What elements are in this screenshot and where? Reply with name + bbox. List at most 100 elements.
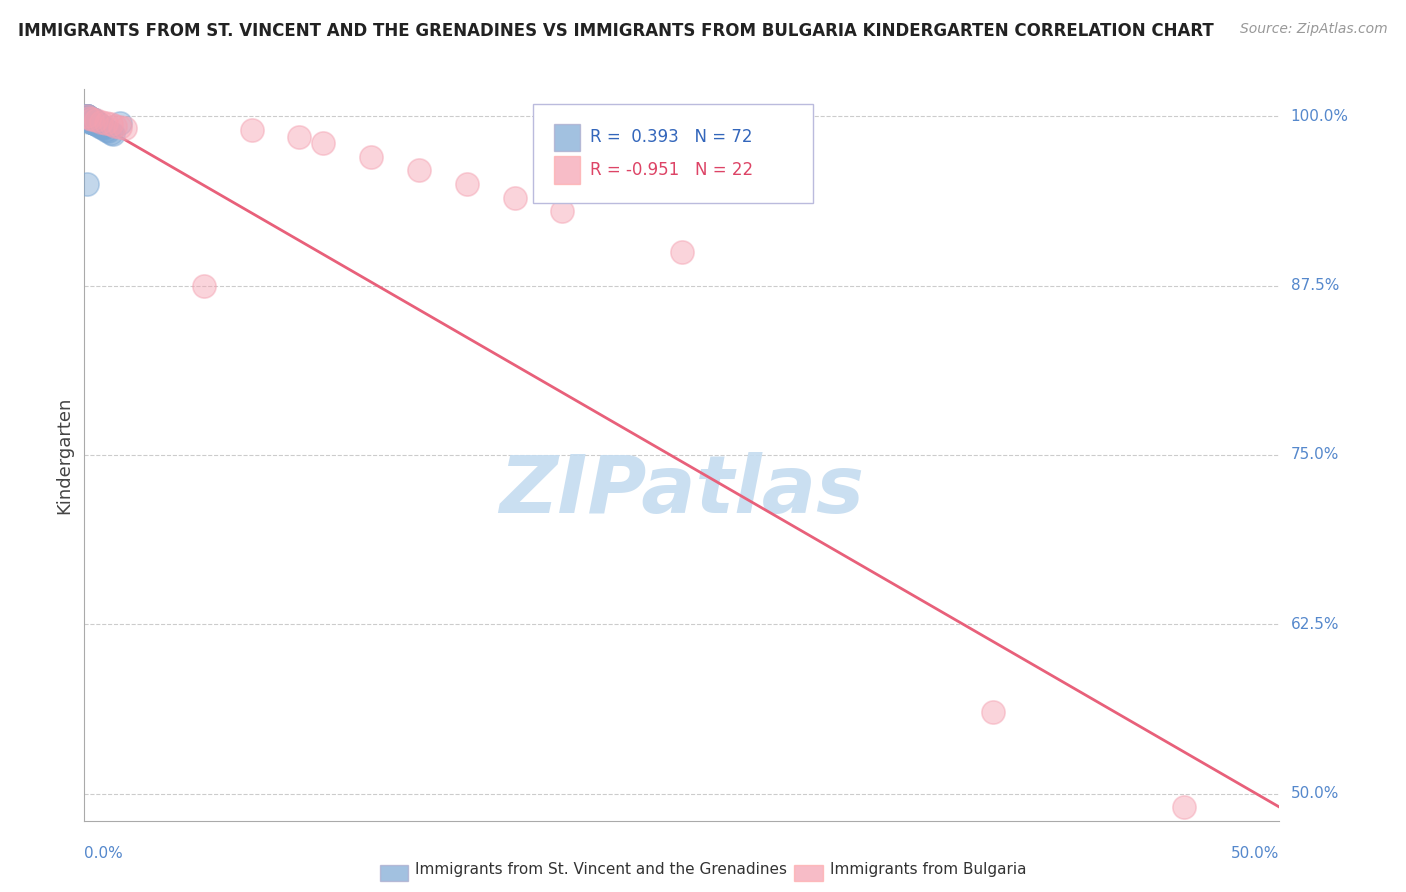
Text: R = -0.951   N = 22: R = -0.951 N = 22 (591, 161, 754, 179)
Point (456, 177, 478, 191)
Point (77, 112, 100, 126)
Text: 50.0%: 50.0% (1232, 846, 1279, 861)
Point (84, 117, 107, 131)
Point (288, 129, 311, 144)
Point (93, 121, 115, 136)
Point (100, 126, 122, 140)
Point (84, 116, 107, 130)
Point (83, 113, 105, 128)
FancyBboxPatch shape (533, 103, 813, 202)
Point (76, 177, 98, 191)
Point (76, 112, 98, 126)
Point (77, 113, 100, 128)
Point (100, 117, 122, 131)
Point (671, 244, 693, 259)
Point (77, 112, 100, 126)
Point (80, 113, 103, 128)
Point (981, 706, 1004, 720)
Point (76, 109, 98, 123)
Point (77, 111, 100, 125)
Point (76, 109, 98, 123)
Point (76, 112, 98, 126)
Point (110, 116, 132, 130)
Point (84, 113, 107, 128)
Point (312, 136, 335, 151)
Point (80, 112, 103, 126)
Bar (554, 124, 581, 152)
Text: 87.5%: 87.5% (1291, 278, 1339, 293)
Text: Source: ZipAtlas.com: Source: ZipAtlas.com (1240, 22, 1388, 37)
Point (80, 112, 103, 126)
Point (97, 124, 120, 138)
Point (76, 112, 98, 126)
Point (80, 113, 103, 128)
Point (77, 111, 100, 125)
Point (76, 109, 98, 123)
Point (87, 119, 110, 133)
Point (80, 114, 103, 128)
Point (77, 114, 100, 128)
Point (80, 113, 103, 128)
Point (360, 150, 382, 164)
Text: 100.0%: 100.0% (1291, 109, 1348, 124)
Point (503, 190, 526, 204)
Point (76, 111, 98, 125)
Point (77, 113, 100, 128)
Text: Immigrants from Bulgaria: Immigrants from Bulgaria (830, 863, 1026, 877)
Point (77, 111, 100, 125)
Text: 75.0%: 75.0% (1291, 448, 1339, 462)
Point (80, 112, 103, 126)
Point (84, 116, 107, 130)
Point (104, 119, 127, 133)
Text: ZIPatlas: ZIPatlas (499, 452, 865, 531)
Y-axis label: Kindergarten: Kindergarten (55, 396, 73, 514)
Point (1173, 800, 1195, 814)
Point (76, 112, 98, 126)
Point (408, 163, 430, 178)
Point (77, 112, 100, 126)
Point (83, 114, 105, 128)
Point (80, 114, 103, 128)
Point (94, 123, 117, 137)
Point (90, 120, 112, 135)
Point (193, 278, 215, 293)
Point (76, 111, 98, 125)
Point (77, 113, 100, 128)
Point (77, 112, 100, 126)
Point (110, 120, 132, 135)
Point (76, 109, 98, 123)
Point (80, 112, 103, 126)
Point (93, 120, 115, 135)
Point (77, 113, 100, 128)
Text: 0.0%: 0.0% (84, 846, 124, 861)
Point (76, 113, 98, 128)
Point (83, 116, 105, 130)
Point (76, 111, 98, 125)
Point (76, 109, 98, 123)
Point (76, 112, 98, 126)
Point (80, 114, 103, 128)
Point (84, 117, 107, 131)
Point (551, 204, 574, 219)
Point (80, 113, 103, 128)
Point (114, 121, 136, 136)
Point (87, 117, 110, 131)
Point (76, 109, 98, 123)
Point (77, 111, 100, 125)
Point (83, 116, 105, 130)
Bar (554, 156, 581, 185)
Point (87, 117, 110, 131)
Text: 50.0%: 50.0% (1291, 786, 1339, 801)
Point (80, 113, 103, 128)
Point (76, 109, 98, 123)
Point (77, 112, 100, 126)
Point (76, 111, 98, 125)
Point (77, 113, 100, 128)
Point (94, 116, 117, 130)
Point (77, 111, 100, 125)
Point (80, 114, 103, 128)
Point (101, 127, 124, 141)
Point (90, 114, 112, 128)
Text: R =  0.393   N = 72: R = 0.393 N = 72 (591, 128, 752, 146)
Text: 62.5%: 62.5% (1291, 616, 1339, 632)
